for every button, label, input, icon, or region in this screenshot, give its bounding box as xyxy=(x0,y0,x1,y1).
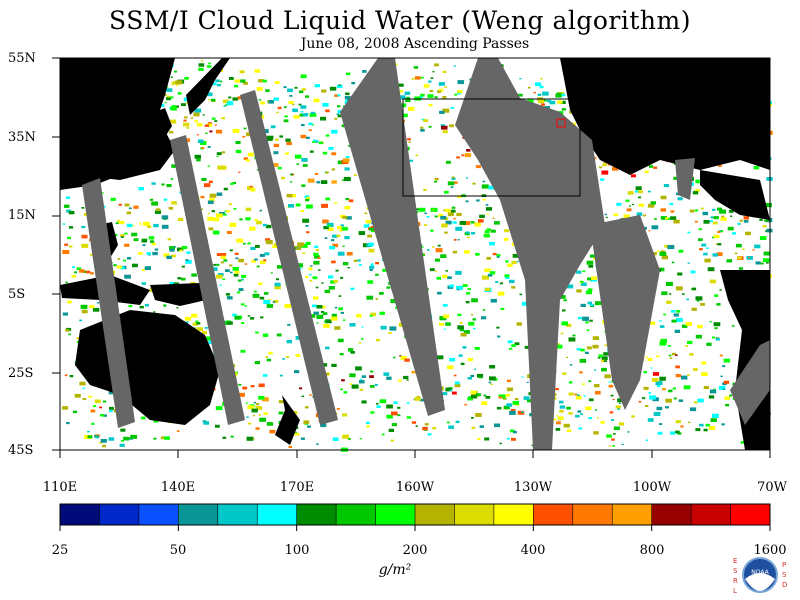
logo-letter-l: L xyxy=(733,587,737,595)
satellite-swath-gap xyxy=(340,58,445,416)
colorbar-swatch xyxy=(60,504,100,525)
logo-letter-e: E xyxy=(733,557,737,565)
colorbar-tick-label: 1600 xyxy=(753,543,787,558)
lon-label-70w: 70W xyxy=(757,480,787,495)
land-new-guinea xyxy=(150,283,215,306)
colorbar-swatch xyxy=(651,504,692,525)
lat-label-5s: 5S xyxy=(8,287,26,302)
latitude-ticks xyxy=(52,57,60,451)
land-new-zealand xyxy=(275,395,300,445)
colorbar-swatch xyxy=(336,504,377,525)
satellite-swath-gap xyxy=(675,158,695,200)
colorbar-tick-label: 400 xyxy=(520,543,546,558)
lon-label-100w: 100W xyxy=(632,480,672,495)
satellite-swath-gap xyxy=(170,135,245,425)
region-box xyxy=(402,98,581,197)
lon-label-140e: 140E xyxy=(160,480,196,495)
colorbar-units: g/m² xyxy=(378,562,412,578)
colorbar-swatch xyxy=(375,504,416,525)
lon-label-130w: 130W xyxy=(513,480,553,495)
colorbar-swatch xyxy=(493,504,534,525)
site-marker xyxy=(556,118,566,128)
satellite-swath-gap xyxy=(455,58,605,450)
logo-letter-s: S xyxy=(733,567,738,575)
logo-letter-d: D xyxy=(782,581,787,589)
land-central-america xyxy=(700,170,770,220)
logo-letter-r: R xyxy=(733,577,738,585)
land-japan xyxy=(138,108,172,150)
colorbar-tick-label: 800 xyxy=(639,543,665,558)
logo-text: NOAA xyxy=(751,569,769,576)
lat-label-35n: 35N xyxy=(8,130,36,145)
satellite-swath-gap xyxy=(82,178,135,428)
colorbar-swatch xyxy=(99,504,140,525)
colorbar-tick-label: 200 xyxy=(402,543,428,558)
lat-label-55n: 55N xyxy=(8,51,36,66)
lat-label-45s: 45S xyxy=(8,443,34,458)
chart-subtitle: June 08, 2008 Ascending Passes xyxy=(300,36,530,52)
colorbar-swatch xyxy=(415,504,455,525)
colorbar-tick-label: 100 xyxy=(284,543,310,558)
noaa-esrl-psd-logo: NOAA E S R L P S D xyxy=(733,557,787,595)
lat-label-25s: 25S xyxy=(8,366,34,381)
satellite-swath-gap xyxy=(590,215,660,410)
colorbar-swatch xyxy=(533,504,574,525)
colorbar-swatch xyxy=(217,504,258,525)
logo-letter-p: P xyxy=(782,561,786,569)
colorbar-swatch xyxy=(730,504,771,525)
longitude-ticks xyxy=(59,450,771,458)
satellite-gap-layer xyxy=(82,58,770,450)
lon-label-110e: 110E xyxy=(42,480,78,495)
land-kamchatka xyxy=(186,58,230,115)
lon-label-170e: 170E xyxy=(279,480,315,495)
lat-label-15n: 15N xyxy=(8,208,36,223)
colorbar-swatch xyxy=(138,504,179,525)
colorbar-swatch xyxy=(178,504,219,525)
colorbar-swatch xyxy=(572,504,613,525)
chart-title: SSM/I Cloud Liquid Water (Weng algorithm… xyxy=(109,6,691,35)
colorbar-swatch xyxy=(454,504,495,525)
colorbar-swatch xyxy=(257,504,298,525)
logo-letter-s2: S xyxy=(782,571,787,579)
colorbar xyxy=(59,503,771,531)
colorbar-swatch xyxy=(612,504,653,525)
lon-label-160w: 160W xyxy=(395,480,435,495)
satellite-swath-gap xyxy=(240,90,338,425)
colorbar-swatch xyxy=(691,504,732,525)
land-asia xyxy=(60,58,175,190)
colorbar-tick-label: 50 xyxy=(169,543,187,558)
colorbar-swatch xyxy=(296,504,337,525)
satellite-swath-gap xyxy=(730,340,770,425)
colorbar-tick-label: 25 xyxy=(51,543,69,558)
land-north-america xyxy=(560,58,770,175)
